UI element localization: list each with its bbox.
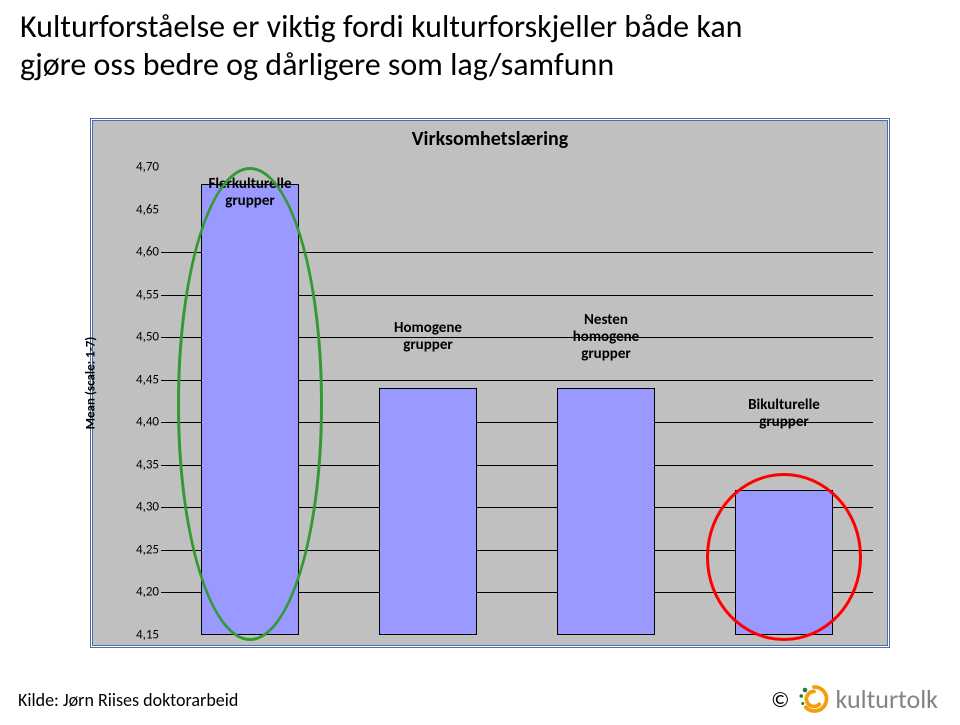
- chart-ytick: 4,50: [123, 330, 159, 345]
- brand-logo: kulturtolk: [799, 683, 938, 715]
- chart-ytick: 4,15: [123, 628, 159, 643]
- chart-ylabel: Mean (scale: 1-7): [84, 337, 99, 430]
- chart-ytick: 4,40: [123, 415, 159, 430]
- chart-ytick: 4,70: [123, 160, 159, 175]
- chart-ytick: 4,45: [123, 372, 159, 387]
- chart-ytick: 4,35: [123, 457, 159, 472]
- chart-bar-label: Nestenhomogenegrupper: [526, 312, 686, 364]
- chart-ytick: 4,20: [123, 585, 159, 600]
- chart-ytick: 4,30: [123, 500, 159, 515]
- title-line-2: gjøre oss bedre og dårligere som lag/sam…: [20, 46, 940, 84]
- copyright-symbol: ©: [771, 686, 789, 713]
- chart-bar: [379, 388, 477, 635]
- chart-bar-label: Homogenegrupper: [348, 320, 508, 355]
- brand-name: kulturtolk: [835, 683, 938, 715]
- chart-bar: [735, 490, 833, 635]
- chart-bar: [201, 184, 299, 635]
- chart-plot-area: Flerkulturellegrupper Homogenegrupper Nest…: [161, 167, 873, 635]
- chart-ytick: 4,55: [123, 287, 159, 302]
- footer-right: © kulturtolk: [771, 683, 938, 715]
- chart-title: Virksomhetslæring: [93, 127, 887, 151]
- swirl-icon: [799, 684, 829, 714]
- chart-ytick: 4,25: [123, 542, 159, 557]
- slide: Kulturforståelse er viktig fordi kulturf…: [0, 0, 960, 725]
- footer-source: Kilde: Jørn Riises doktorarbeid: [18, 689, 238, 711]
- chart-ytick: 4,60: [123, 245, 159, 260]
- chart-ytick: 4,65: [123, 202, 159, 217]
- chart-bar-label: Flerkulturellegrupper: [170, 176, 330, 211]
- chart-frame: Virksomhetslæring Mean (scale: 1-7) Fler…: [90, 118, 890, 648]
- chart-bar-label: Bikulturellegrupper: [704, 397, 864, 432]
- chart-bar: [557, 388, 655, 635]
- title-line-1: Kulturforståelse er viktig fordi kulturf…: [20, 8, 940, 46]
- slide-title: Kulturforståelse er viktig fordi kulturf…: [0, 0, 960, 89]
